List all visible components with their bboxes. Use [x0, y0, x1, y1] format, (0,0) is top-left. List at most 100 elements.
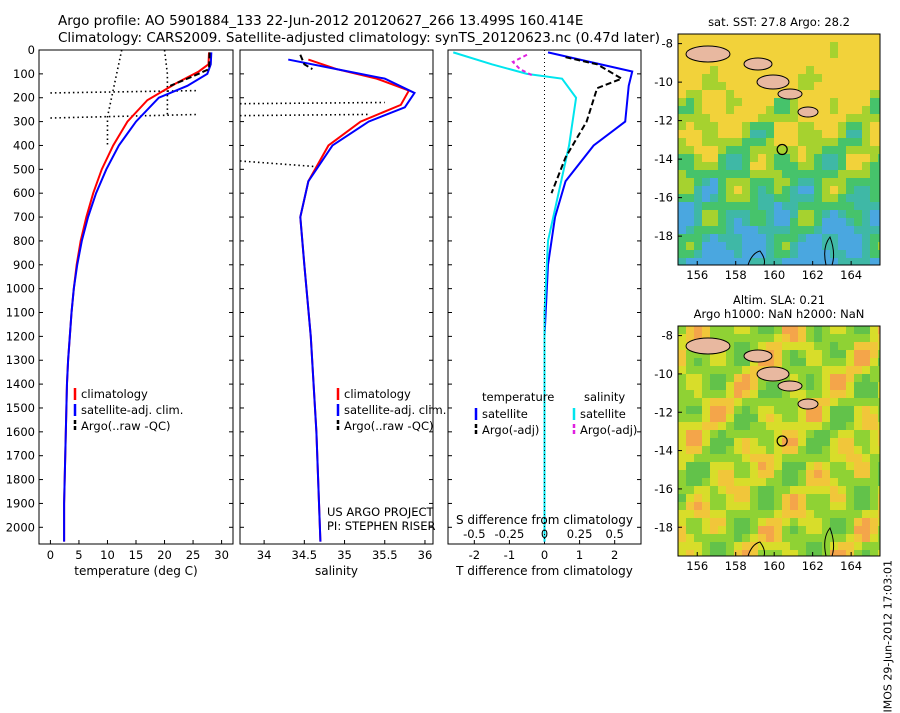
map-cell: [846, 550, 854, 556]
map-cell: [758, 170, 766, 178]
map-cell: [846, 170, 854, 178]
map-y-tick-label: -16: [654, 191, 673, 205]
map-cell: [862, 414, 870, 422]
map-cell: [718, 210, 726, 218]
map-cell: [734, 542, 742, 550]
map-cell: [718, 390, 726, 398]
map-cell: [694, 350, 702, 358]
map-cell: [846, 82, 854, 90]
map-cell: [726, 106, 734, 114]
map-cell: [742, 130, 750, 138]
map-cell: [806, 414, 814, 422]
map-cell: [846, 58, 854, 66]
map-cell: [870, 478, 878, 486]
x-tick-label: 5: [75, 548, 82, 562]
argo-location-marker: [776, 143, 788, 156]
map-cell: [870, 162, 878, 170]
map-cell: [742, 542, 750, 550]
map-cell: [806, 526, 814, 534]
map-cell: [790, 486, 798, 494]
map-cell: [854, 526, 862, 534]
island-shape: [743, 57, 773, 71]
map-x-tick-label: 160: [763, 559, 785, 573]
map-cell: [806, 258, 814, 265]
map-cell: [742, 342, 750, 350]
map-x-tick-label: 164: [840, 268, 862, 282]
x-axis-label: temperature (deg C): [74, 564, 197, 578]
map-cell: [726, 66, 734, 74]
map-cell: [766, 430, 774, 438]
map-cell: [702, 106, 710, 114]
map-cell: [846, 218, 854, 226]
map-cell: [798, 130, 806, 138]
map-cell: [798, 122, 806, 130]
map-cell: [838, 390, 846, 398]
map-cell: [734, 146, 742, 154]
map-cell: [838, 106, 846, 114]
map-cell: [678, 186, 686, 194]
map-cell: [710, 122, 718, 130]
map-cell: [790, 334, 798, 342]
map-cell: [798, 210, 806, 218]
map-cell: [710, 366, 718, 374]
map-cell: [870, 194, 878, 202]
map-cell: [846, 226, 854, 234]
map-cell: [686, 542, 694, 550]
map-cell: [822, 34, 830, 42]
map-cell: [678, 210, 686, 218]
map-cell: [686, 234, 694, 242]
map-cell: [678, 526, 686, 534]
map-cell: [870, 550, 878, 556]
map-cell: [766, 382, 774, 390]
map-cell: [678, 146, 686, 154]
map-cell: [686, 358, 694, 366]
map-cell: [854, 66, 862, 74]
map-cell: [686, 114, 694, 122]
map-cell: [750, 494, 758, 502]
map-cell: [774, 34, 782, 42]
map-cell: [766, 90, 774, 98]
map-cell: [846, 74, 854, 82]
map-cell: [678, 430, 686, 438]
map-cell: [838, 42, 846, 50]
series-line-t-satellite: [543, 51, 634, 542]
map-cell: [742, 210, 750, 218]
map-cell: [734, 210, 742, 218]
map-cell: [734, 462, 742, 470]
map-cell: [734, 446, 742, 454]
map-cell: [878, 98, 880, 106]
map-cell: [726, 250, 734, 258]
map-cell: [862, 438, 870, 446]
map-cell: [686, 454, 694, 462]
argo-sal-diff-line: [511, 53, 535, 78]
map-cell: [870, 34, 878, 42]
map-cell: [702, 534, 710, 542]
map-cell: [806, 438, 814, 446]
map-cell: [838, 398, 846, 406]
map-cell: [750, 534, 758, 542]
map-cell: [846, 374, 854, 382]
map-cell: [678, 258, 686, 265]
map-cell: [766, 462, 774, 470]
map-cell: [726, 138, 734, 146]
map-cell: [790, 42, 798, 50]
map-cell: [878, 478, 880, 486]
x-axis-label-top: S difference from climatology: [456, 513, 633, 527]
map-cell: [750, 414, 758, 422]
map-cell: [694, 218, 702, 226]
map-cell: [686, 518, 694, 526]
map-cell: [814, 250, 822, 258]
map-cell: [806, 446, 814, 454]
map-cell: [742, 526, 750, 534]
map-cell: [678, 334, 686, 342]
map-cell: [862, 430, 870, 438]
map-cell: [734, 154, 742, 162]
map-cell: [878, 398, 880, 406]
map-cell: [750, 154, 758, 162]
map-cell: [790, 106, 798, 114]
map-cell: [774, 406, 782, 414]
map-cell: [686, 202, 694, 210]
map-cell: [766, 162, 774, 170]
map-cell: [822, 66, 830, 74]
map-cell: [870, 106, 878, 114]
